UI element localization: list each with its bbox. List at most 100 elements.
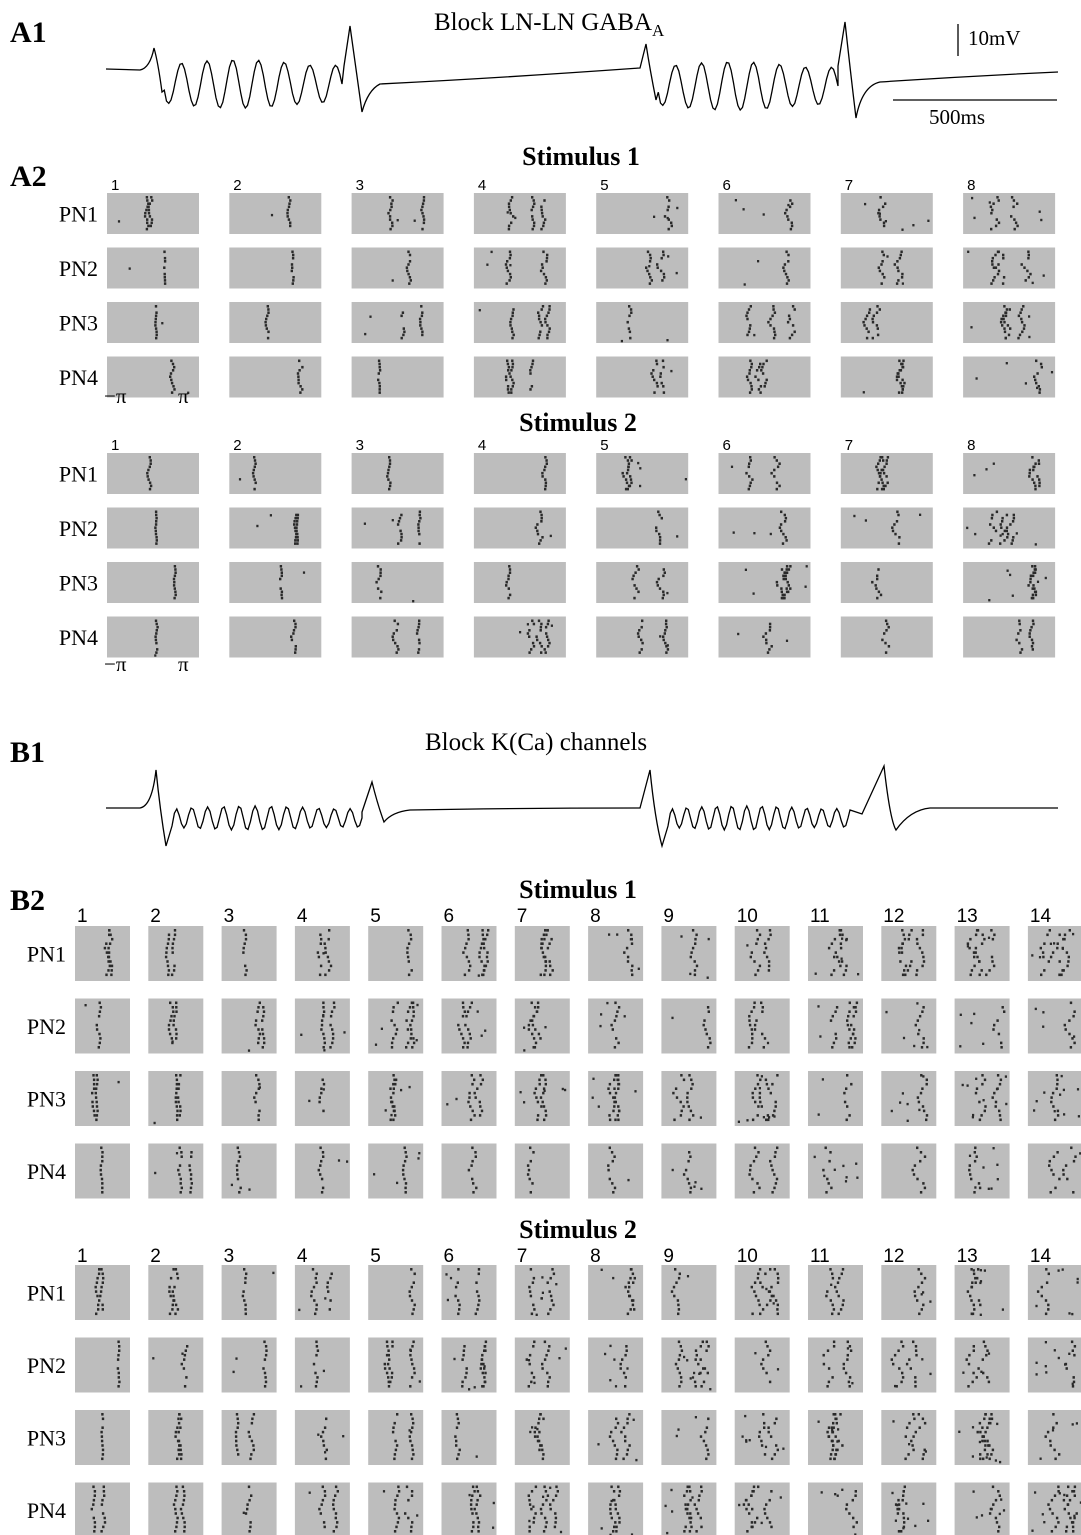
spike-mark — [831, 1448, 834, 1452]
spike-mark — [903, 1485, 906, 1489]
spike-mark — [990, 539, 993, 542]
spike-mark — [768, 1116, 771, 1119]
spike-mark — [746, 1530, 749, 1533]
spike-mark — [147, 202, 150, 205]
spike-mark — [986, 1426, 989, 1429]
spike-mark — [107, 960, 110, 963]
spike-mark — [1050, 1498, 1054, 1502]
b2-stim2-pn4-cycle-8 — [588, 1482, 644, 1535]
spike-mark — [532, 1345, 535, 1348]
spike-mark — [155, 513, 158, 517]
spike-mark — [1056, 942, 1059, 945]
spike-mark — [412, 1281, 415, 1284]
spike-mark — [507, 224, 511, 228]
spike-mark — [152, 1357, 155, 1360]
spike-mark — [391, 519, 394, 522]
spike-mark — [176, 1490, 179, 1493]
spike-mark — [543, 1118, 546, 1122]
spike-mark — [977, 1268, 980, 1271]
spike-mark — [290, 635, 293, 638]
spike-mark — [900, 1380, 903, 1384]
raster-background — [954, 998, 1010, 1054]
spike-mark — [541, 536, 544, 539]
spike-mark — [830, 973, 833, 977]
spike-mark — [1031, 281, 1034, 285]
spike-mark — [679, 1376, 683, 1379]
spike-mark — [455, 1439, 458, 1443]
spike-mark — [760, 1105, 763, 1108]
spike-mark — [391, 221, 394, 225]
spike-mark — [530, 648, 533, 651]
spike-mark — [678, 1371, 681, 1375]
spike-mark — [540, 1105, 543, 1108]
spike-mark — [911, 1444, 914, 1447]
spike-mark — [505, 580, 508, 584]
spike-mark — [155, 336, 158, 340]
spike-mark — [848, 1046, 851, 1049]
spike-mark — [541, 1503, 545, 1506]
spike-mark — [156, 648, 159, 651]
spike-mark — [972, 1303, 975, 1307]
spike-mark — [775, 1177, 779, 1181]
spike-mark — [753, 532, 756, 535]
spike-mark — [971, 1116, 974, 1119]
spike-mark — [706, 1046, 710, 1049]
spike-mark — [412, 600, 415, 603]
spike-mark — [1039, 1457, 1042, 1460]
spike-mark — [546, 336, 549, 340]
spike-mark — [482, 1362, 485, 1366]
spike-mark — [481, 933, 484, 937]
spike-mark — [399, 529, 402, 533]
spike-mark — [899, 381, 902, 385]
spike-mark — [773, 1109, 776, 1113]
spike-mark — [592, 1077, 595, 1080]
spike-mark — [656, 263, 659, 266]
spike-mark — [108, 933, 111, 937]
spike-mark — [483, 964, 486, 968]
spike-mark — [322, 1014, 325, 1017]
spike-mark — [400, 1088, 403, 1092]
spike-mark — [875, 587, 878, 590]
spike-mark — [901, 1345, 905, 1348]
spike-mark — [600, 1268, 603, 1271]
raster-background — [596, 356, 689, 398]
spike-mark — [752, 1006, 756, 1009]
spike-mark — [175, 1074, 178, 1077]
spike-mark — [613, 1100, 616, 1104]
spike-mark — [693, 1503, 696, 1506]
spike-mark — [1005, 513, 1009, 517]
spike-mark — [1028, 315, 1031, 318]
spike-mark — [506, 260, 509, 263]
spike-mark — [531, 1281, 535, 1284]
spike-mark — [92, 1109, 96, 1113]
spike-mark — [1036, 580, 1040, 583]
spike-mark — [986, 1453, 989, 1456]
raster-background — [881, 1410, 937, 1465]
raster-background — [229, 247, 322, 289]
spike-mark — [662, 272, 666, 276]
spike-mark — [539, 1037, 542, 1040]
spike-mark — [918, 1312, 921, 1316]
spike-mark — [538, 1082, 541, 1086]
spike-mark — [473, 1078, 476, 1082]
spike-mark — [533, 1381, 536, 1385]
spike-mark — [627, 462, 631, 465]
spike-mark — [549, 534, 552, 538]
raster-background — [351, 356, 444, 398]
spike-mark — [1001, 532, 1004, 536]
spike-mark — [154, 529, 157, 533]
b2-stim1-col-label-1: 1 — [77, 906, 88, 927]
spike-mark — [600, 1013, 603, 1016]
spike-mark — [776, 1312, 779, 1316]
spike-mark — [544, 1078, 547, 1082]
spike-mark — [1053, 1448, 1056, 1452]
spike-mark — [998, 1082, 1002, 1086]
spike-mark — [748, 1014, 751, 1018]
spike-mark — [177, 1417, 180, 1421]
spike-mark — [258, 1001, 261, 1005]
spike-mark — [1000, 317, 1003, 321]
spike-mark — [840, 957, 843, 960]
b2-stim2-pn1-cycle-14 — [1027, 1265, 1081, 1320]
spike-mark — [510, 388, 513, 391]
spike-mark — [826, 1177, 829, 1181]
